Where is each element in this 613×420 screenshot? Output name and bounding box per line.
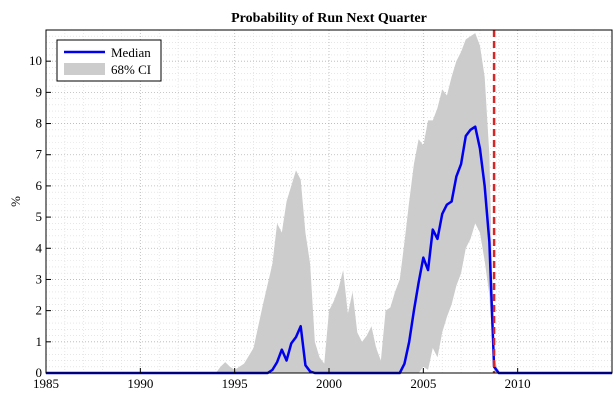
y-tick-label: 4 <box>36 240 43 255</box>
minor-grid <box>46 30 612 373</box>
legend: Median 68% CI <box>56 39 162 82</box>
y-tick-label: 0 <box>36 365 43 380</box>
x-tick-label: 2000 <box>316 376 342 391</box>
y-axis-ticks: 0 1 2 3 4 5 6 7 8 9 10 <box>29 53 51 380</box>
legend-ci-swatch <box>64 63 105 75</box>
chart-title: Probability of Run Next Quarter <box>231 11 427 26</box>
y-tick-label: 1 <box>36 334 43 349</box>
legend-ci-label: 68% CI <box>111 62 151 77</box>
x-tick-label: 1985 <box>33 376 59 391</box>
ci-band <box>46 33 612 374</box>
y-tick-label: 2 <box>36 303 43 318</box>
y-tick-label: 9 <box>36 84 43 99</box>
x-tick-label: 2010 <box>505 376 531 391</box>
x-axis-ticks: 1985 1990 1995 2000 2005 2010 <box>33 368 531 391</box>
legend-median-label: Median <box>111 45 151 60</box>
median-line <box>46 125 612 375</box>
x-tick-label: 1990 <box>127 376 153 391</box>
y-tick-label: 7 <box>36 147 43 162</box>
y-tick-label: 3 <box>36 271 43 286</box>
y-axis-label: % <box>8 196 23 207</box>
series-layer <box>46 33 612 375</box>
y-tick-label: 10 <box>29 53 42 68</box>
x-tick-label: 2005 <box>410 376 436 391</box>
y-tick-label: 8 <box>36 116 43 131</box>
x-tick-label: 1995 <box>222 376 248 391</box>
y-tick-label: 5 <box>36 209 43 224</box>
y-tick-label: 6 <box>36 178 43 193</box>
